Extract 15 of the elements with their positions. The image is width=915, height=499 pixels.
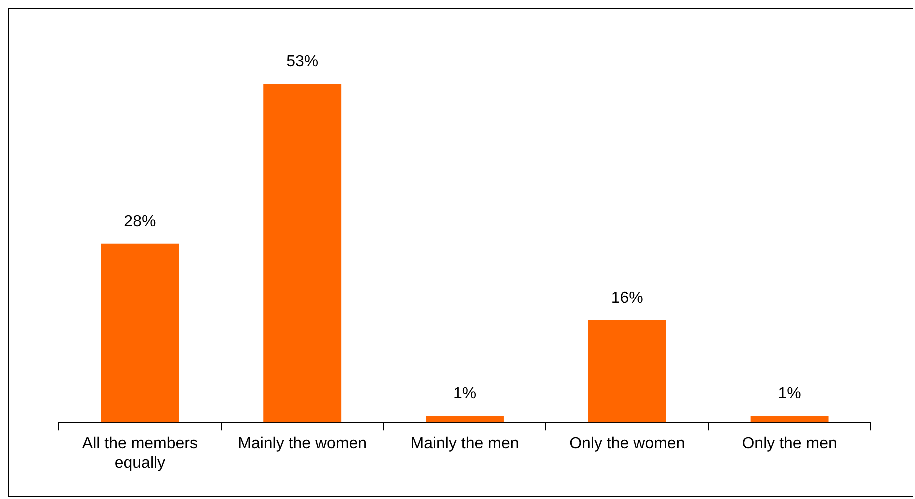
x-tick-label: Mainly the women (238, 436, 368, 453)
data-label: 1% (778, 386, 802, 403)
bar (426, 416, 504, 423)
bar (264, 84, 342, 423)
bar (101, 244, 180, 423)
data-label: 53% (286, 54, 319, 71)
x-tick-label: Only the women (570, 436, 686, 453)
bar (750, 416, 829, 423)
bar (588, 320, 666, 423)
x-tick-label: Mainly the men (410, 436, 520, 453)
x-tick-label: Only the men (742, 436, 838, 453)
data-label: 28% (124, 213, 156, 230)
data-label: 1% (453, 386, 477, 403)
x-tick-label: All the members equally (82, 436, 198, 472)
data-label: 16% (611, 290, 644, 307)
